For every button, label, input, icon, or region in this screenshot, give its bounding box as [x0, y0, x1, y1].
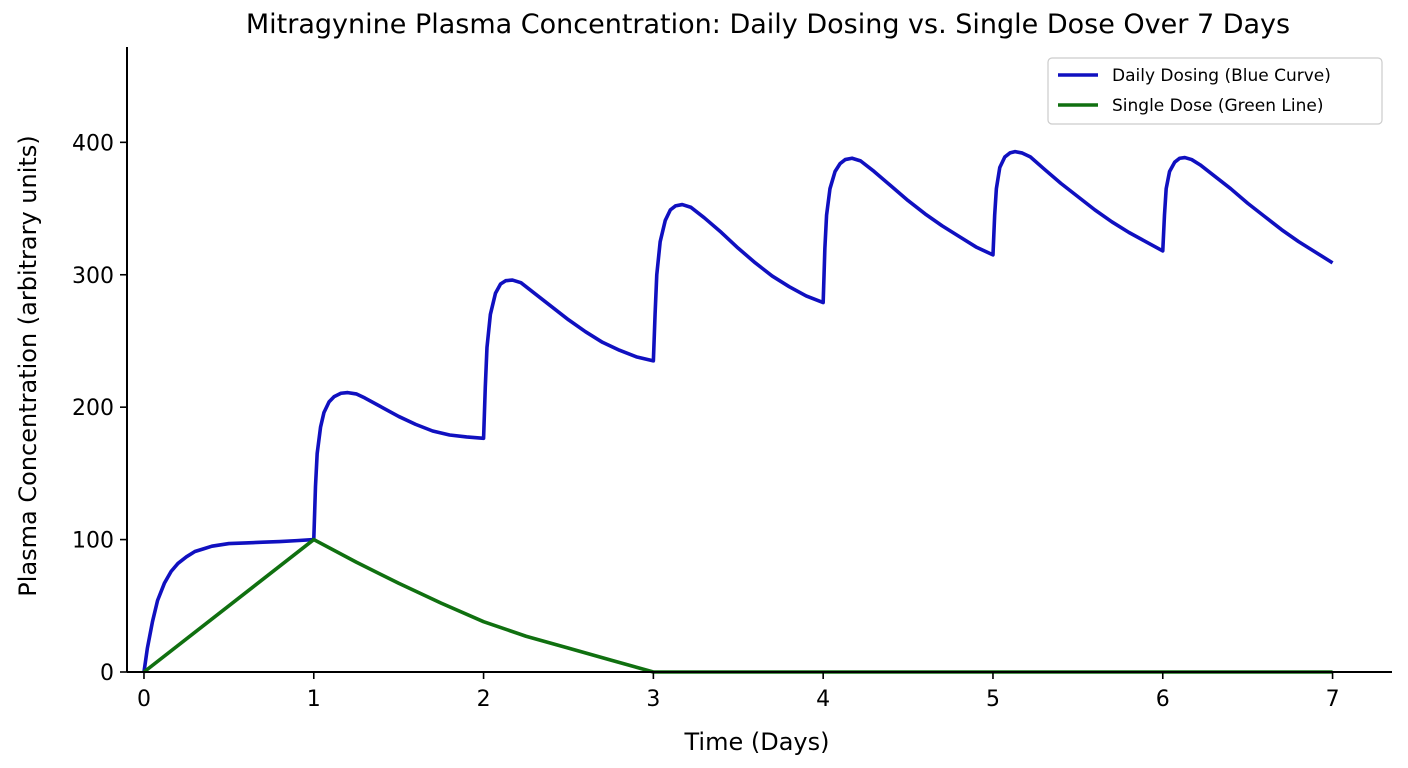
x-tick-label: 3	[646, 687, 660, 712]
legend-label-1: Single Dose (Green Line)	[1112, 96, 1323, 116]
x-tick-label: 7	[1326, 687, 1340, 712]
y-tick-label: 0	[100, 661, 114, 686]
x-tick-label: 5	[986, 687, 1000, 712]
x-tick-label: 1	[307, 687, 321, 712]
x-tick-label: 4	[816, 687, 830, 712]
x-axis-label: Time (Days)	[684, 728, 830, 756]
chart-title: Mitragynine Plasma Concentration: Daily …	[246, 9, 1290, 40]
y-axis-label: Plasma Concentration (arbitrary units)	[14, 135, 42, 596]
x-tick-label: 2	[477, 687, 491, 712]
x-tick-label: 6	[1156, 687, 1170, 712]
legend: Daily Dosing (Blue Curve) Single Dose (Gr…	[1047, 57, 1383, 125]
legend-label-0: Daily Dosing (Blue Curve)	[1112, 66, 1331, 86]
series-line-1	[142, 537, 1333, 674]
y-tick-label: 200	[72, 396, 114, 421]
x-tick-label: 0	[137, 687, 151, 712]
y-tick-label: 300	[72, 264, 114, 289]
series-line-0	[142, 149, 1334, 673]
y-tick-label: 400	[72, 131, 114, 156]
y-tick-label: 100	[72, 529, 114, 554]
legend-box	[1047, 57, 1383, 125]
plot-area: 0 1 2 3 4 5 6 7 0 100 200 300 400	[72, 47, 1392, 712]
